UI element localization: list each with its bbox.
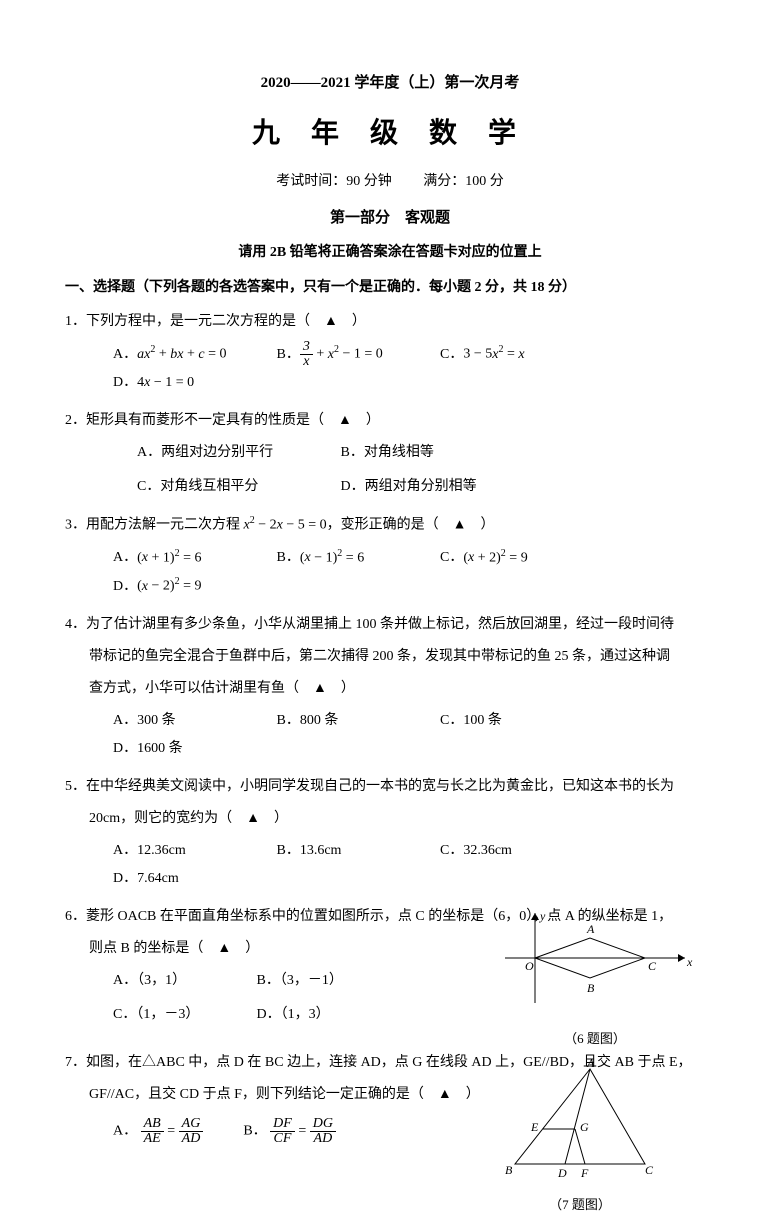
svg-text:E: E — [530, 1120, 539, 1134]
svg-text:B: B — [505, 1163, 513, 1177]
q2-b: B．对角线相等 — [341, 439, 434, 467]
q7-b: B． DFCF = DGAD — [243, 1117, 336, 1146]
q1-a-label: A． — [113, 341, 137, 369]
q4-b: B．800 条 — [277, 707, 437, 735]
q6-c: C．（1，－3） — [113, 1001, 253, 1029]
svg-text:A: A — [586, 922, 595, 936]
svg-text:B: B — [587, 981, 595, 995]
question-7: 7．如图，在△ABC 中，点 D 在 BC 边上，连接 AD，点 G 在线段 A… — [65, 1049, 715, 1146]
figure-6: O A B C y x （6 题图） — [495, 908, 695, 1052]
q4-text2: 带标记的鱼完全混合于鱼群中后，第二次捕得 200 条，发现其中带标记的鱼 25 … — [65, 643, 715, 671]
q3-c-label: C． — [440, 544, 463, 572]
instruction: 请用 2B 铅笔将正确答案涂在答题卡对应的位置上 — [65, 240, 715, 265]
exam-title: 九 年 级 数 学 — [65, 109, 715, 159]
question-2: 2．矩形具有而菱形不一定具有的性质是（ ▲ ） A．两组对边分别平行 B．对角线… — [65, 407, 715, 501]
q1-c-label: C． — [440, 341, 463, 369]
q3-text: 3．用配方法解一元二次方程 x2 − 2x − 5 = 0，变形正确的是（ ▲ … — [65, 511, 715, 540]
svg-text:C: C — [645, 1163, 654, 1177]
svg-text:D: D — [557, 1166, 567, 1179]
question-4: 4．为了估计湖里有多少条鱼，小华从湖里捕上 100 条并做上标记，然后放回湖里，… — [65, 611, 715, 763]
q5-text2: 20cm，则它的宽约为（ ▲ ） — [65, 805, 715, 833]
q4-a: A．300 条 — [113, 707, 273, 735]
svg-text:F: F — [580, 1166, 589, 1179]
q6-d: D．（1，3） — [257, 1001, 330, 1029]
q6-b: B．（3，－1） — [257, 967, 343, 995]
q5-text1: 5．在中华经典美文阅读中，小明同学发现自己的一本书的宽与长之比为黄金比，已知这本… — [65, 773, 715, 801]
question-1: 1．下列方程中，是一元二次方程的是（ ▲ ） A．ax2 + bx + c = … — [65, 308, 715, 397]
fig7-caption: （7 题图） — [495, 1192, 665, 1218]
exam-time: 考试时间：90 分钟 — [276, 174, 392, 189]
svg-text:A: A — [586, 1059, 595, 1070]
q4-d: D．1600 条 — [113, 735, 253, 763]
q2-text: 2．矩形具有而菱形不一定具有的性质是（ ▲ ） — [65, 407, 715, 435]
q3-options: A．(x + 1)2 = 6 B．(x − 1)2 = 6 C．(x + 2)2… — [65, 544, 715, 601]
section-title: 第一部分 客观题 — [65, 205, 715, 232]
q4-text3: 查方式，小华可以估计湖里有鱼（ ▲ ） — [65, 675, 715, 703]
exam-header: 2020——2021 学年度（上）第一次月考 — [65, 70, 715, 97]
svg-text:C: C — [648, 959, 657, 973]
q2-c: C．对角线互相平分 — [137, 473, 337, 501]
q5-a: A．12.36cm — [113, 837, 273, 865]
q1-options: A．ax2 + bx + c = 0 B．3x + x2 − 1 = 0 C．3… — [65, 340, 715, 397]
q1-d-label: D． — [113, 369, 137, 397]
q7-a: A． ABAE = AGAD — [113, 1117, 203, 1146]
q5-b: B．13.6cm — [277, 837, 437, 865]
svg-text:y: y — [539, 909, 546, 923]
exam-full-score: 满分：100 分 — [423, 174, 504, 189]
figure-7: A B C D E F G （7 题图） — [495, 1059, 665, 1218]
svg-text:x: x — [686, 955, 693, 969]
q3-b-label: B． — [277, 544, 300, 572]
rhombus-diagram: O A B C y x — [495, 908, 695, 1013]
q4-options: A．300 条 B．800 条 C．100 条 D．1600 条 — [65, 707, 715, 763]
q5-d: D．7.64cm — [113, 865, 253, 893]
triangle-diagram: A B C D E F G — [495, 1059, 665, 1179]
q4-text1: 4．为了估计湖里有多少条鱼，小华从湖里捕上 100 条并做上标记，然后放回湖里，… — [65, 611, 715, 639]
q6-a: A．（3，1） — [113, 967, 253, 995]
question-heading: 一、选择题（下列各题的各选答案中，只有一个是正确的．每小题 2 分，共 18 分… — [65, 275, 715, 300]
exam-info: 考试时间：90 分钟 满分：100 分 — [65, 169, 715, 194]
question-6: 6．菱形 OACB 在平面直角坐标系中的位置如图所示，点 C 的坐标是（6，0）… — [65, 903, 715, 1029]
q3-d-label: D． — [113, 573, 137, 601]
q2-d: D．两组对角分别相等 — [341, 473, 477, 501]
q1-text: 1．下列方程中，是一元二次方程的是（ ▲ ） — [65, 308, 715, 336]
svg-text:O: O — [525, 959, 534, 973]
svg-text:G: G — [580, 1120, 589, 1134]
q5-options: A．12.36cm B．13.6cm C．32.36cm D．7.64cm — [65, 837, 715, 893]
q2-a: A．两组对边分别平行 — [137, 439, 337, 467]
q5-c: C．32.36cm — [440, 837, 590, 865]
q4-c: C．100 条 — [440, 707, 590, 735]
q1-b-label: B． — [277, 341, 300, 369]
q3-a-label: A． — [113, 544, 137, 572]
question-5: 5．在中华经典美文阅读中，小明同学发现自己的一本书的宽与长之比为黄金比，已知这本… — [65, 773, 715, 893]
question-3: 3．用配方法解一元二次方程 x2 − 2x − 5 = 0，变形正确的是（ ▲ … — [65, 511, 715, 601]
